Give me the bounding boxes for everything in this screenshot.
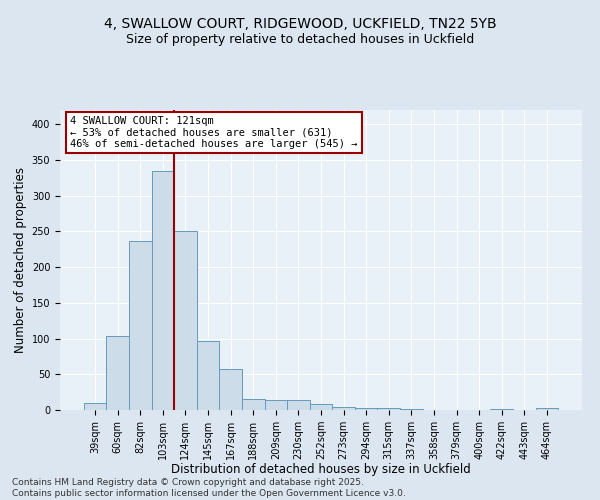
Bar bbox=[129, 242, 152, 410]
Bar bbox=[310, 404, 332, 410]
Bar bbox=[536, 408, 558, 410]
Bar bbox=[197, 340, 220, 410]
Bar bbox=[490, 408, 513, 410]
Bar bbox=[152, 172, 174, 410]
Bar bbox=[174, 232, 197, 410]
Text: 4 SWALLOW COURT: 121sqm
← 53% of detached houses are smaller (631)
46% of semi-d: 4 SWALLOW COURT: 121sqm ← 53% of detache… bbox=[70, 116, 358, 149]
Text: Size of property relative to detached houses in Uckfield: Size of property relative to detached ho… bbox=[126, 32, 474, 46]
Text: Contains HM Land Registry data © Crown copyright and database right 2025.
Contai: Contains HM Land Registry data © Crown c… bbox=[12, 478, 406, 498]
Bar bbox=[400, 408, 422, 410]
Bar bbox=[265, 400, 287, 410]
Bar bbox=[106, 336, 129, 410]
Text: 4, SWALLOW COURT, RIDGEWOOD, UCKFIELD, TN22 5YB: 4, SWALLOW COURT, RIDGEWOOD, UCKFIELD, T… bbox=[104, 18, 496, 32]
Bar bbox=[332, 407, 355, 410]
Bar bbox=[242, 400, 265, 410]
Bar bbox=[355, 408, 377, 410]
Bar bbox=[84, 403, 106, 410]
Bar bbox=[287, 400, 310, 410]
Bar bbox=[377, 408, 400, 410]
Bar bbox=[220, 368, 242, 410]
Y-axis label: Number of detached properties: Number of detached properties bbox=[14, 167, 28, 353]
X-axis label: Distribution of detached houses by size in Uckfield: Distribution of detached houses by size … bbox=[171, 464, 471, 476]
